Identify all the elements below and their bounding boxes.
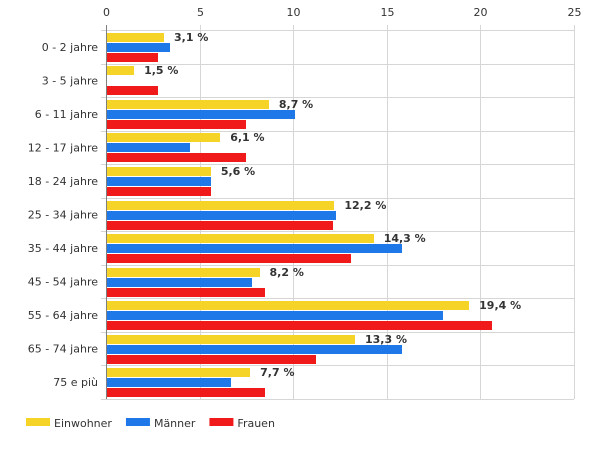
bar-m-nner [107,311,443,320]
bar-einwohner [107,167,211,176]
bar-einwohner [107,100,269,109]
data-label: 14,3 % [384,232,426,245]
legend-swatch-einwohner [26,418,50,426]
bar-frauen [107,153,246,162]
bar-m-nner [107,278,252,287]
bar-einwohner [107,268,260,277]
bar-einwohner [107,133,220,142]
category-label: 0 - 2 jahre [42,41,99,54]
data-label: 8,7 % [279,98,313,111]
grid-layer [101,25,575,400]
data-label: 7,7 % [260,366,294,379]
data-label: 19,4 % [479,299,521,312]
category-label: 6 - 11 jahre [35,108,99,121]
data-labels-layer: 3,1 % 1,5 % 8,7 % 6,1 % 5,6 % 12,2 % 14,3 % 8,2… [144,31,521,379]
axis-layer: 0 5 10 15 20 25 0 - 2 jahre 3 - 5 jahre 6 - 11 j… [28,6,582,399]
legend-swatch-frauen [209,418,234,426]
category-label: 65 - 74 jahre [28,343,99,356]
bar-m-nner [107,345,402,354]
bar-frauen [107,120,246,129]
legend-swatch-m-nner [125,418,150,426]
bar-frauen [107,53,158,62]
bar-frauen [107,86,158,95]
data-label: 3,1 % [174,31,208,44]
category-label: 12 - 17 jahre [28,141,99,154]
bar-frauen [107,355,316,364]
data-label: 6,1 % [230,131,264,144]
bar-m-nner [107,110,295,119]
legend-label-einwohner: Einwohner [54,417,112,430]
bar-einwohner [107,234,374,243]
legend-label-m-nner: Männer [154,417,196,430]
bar-einwohner [107,66,134,75]
bar-frauen [107,321,492,330]
category-label: 18 - 24 jahre [28,175,99,188]
category-label: 45 - 54 jahre [28,276,99,289]
category-label: 3 - 5 jahre [42,74,99,87]
bar-m-nner [107,177,211,186]
bar-m-nner [107,43,170,52]
data-label: 1,5 % [144,64,178,77]
bar-frauen [107,288,265,297]
x-tick-label: 20 [474,6,488,19]
bar-m-nner [107,143,190,152]
bar-einwohner [107,201,334,210]
bar-einwohner [107,335,355,344]
x-tick-label: 0 [103,6,110,19]
bar-m-nner [107,211,336,220]
category-label: 75 e più [53,376,98,389]
category-label: 55 - 64 jahre [28,309,99,322]
bar-einwohner [107,33,164,42]
x-tick-label: 15 [381,6,395,19]
bar-m-nner [107,244,402,253]
bars-layer [107,33,492,397]
data-label: 13,3 % [365,333,407,346]
bar-einwohner [107,368,250,377]
bar-frauen [107,187,211,196]
data-label: 5,6 % [221,165,255,178]
bar-m-nner [107,378,231,387]
bar-frauen [107,388,265,397]
data-label: 8,2 % [270,266,304,279]
category-label: 25 - 34 jahre [28,209,99,222]
data-label: 12,2 % [344,199,386,212]
bar-einwohner [107,301,469,310]
x-tick-label: 10 [287,6,301,19]
category-label: 35 - 44 jahre [28,242,99,255]
bar-frauen [107,254,351,263]
x-tick-label: 25 [568,6,582,19]
legend: Einwohner Männer Frauen [26,417,275,430]
x-tick-label: 5 [197,6,204,19]
bar-frauen [107,221,333,230]
legend-label-frauen: Frauen [237,417,275,430]
